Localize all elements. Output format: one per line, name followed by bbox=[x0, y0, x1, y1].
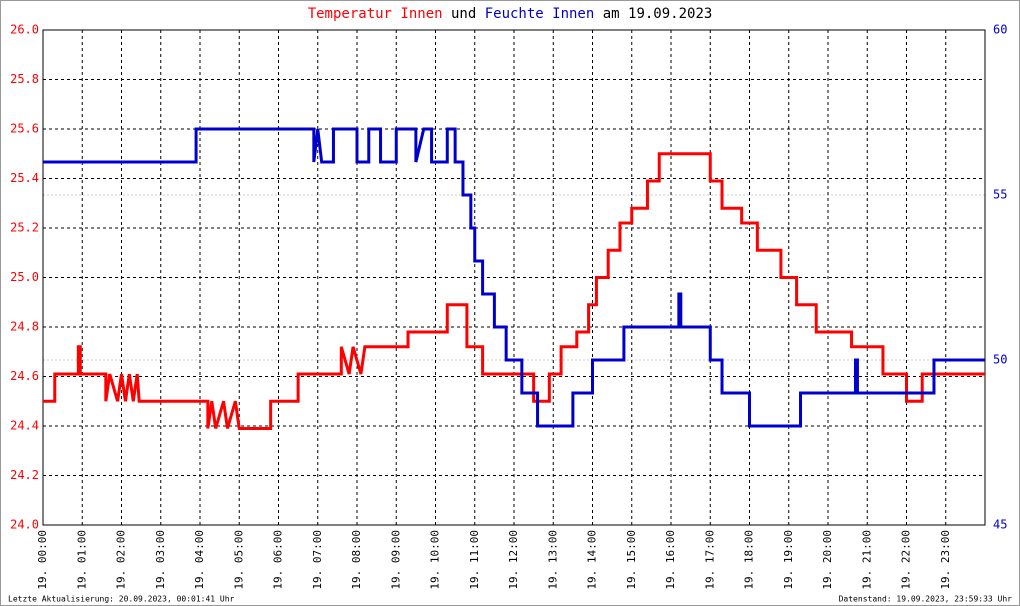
title-part: und bbox=[451, 6, 476, 22]
y2-tick-label: 60 bbox=[993, 23, 1007, 37]
series-line bbox=[43, 127, 985, 428]
x-tick-label: 19. 22:00 bbox=[900, 530, 913, 590]
y-tick-label: 26.0 bbox=[10, 23, 39, 37]
y-tick-label: 25.2 bbox=[10, 221, 39, 235]
x-tick-label: 19. 17:00 bbox=[703, 530, 716, 590]
x-tick-label: 19. 08:00 bbox=[350, 530, 363, 590]
x-tick-label: 19. 23:00 bbox=[939, 530, 952, 590]
x-tick-label: 19. 15:00 bbox=[625, 530, 638, 590]
x-tick-label: 19. 18:00 bbox=[743, 530, 756, 590]
x-tick-label: 19. 21:00 bbox=[860, 530, 873, 590]
y-tick-label: 24.4 bbox=[10, 419, 39, 433]
x-tick-label: 19. 01:00 bbox=[75, 530, 88, 590]
x-tick-label: 19. 20:00 bbox=[821, 530, 834, 590]
y-tick-label: 24.2 bbox=[10, 468, 39, 482]
x-tick-label: 19. 05:00 bbox=[232, 530, 245, 590]
y2-tick-label: 55 bbox=[993, 188, 1007, 202]
y-tick-label: 25.6 bbox=[10, 122, 39, 136]
footer-left: Letzte Aktualisierung: 20.09.2023, 00:01… bbox=[8, 595, 235, 604]
y-tick-label: 24.8 bbox=[10, 320, 39, 334]
y2-tick-label: 45 bbox=[993, 518, 1007, 532]
y-tick-label: 25.4 bbox=[10, 171, 39, 185]
x-tick-label: 19. 19:00 bbox=[782, 530, 795, 590]
x-tick-label: 19. 02:00 bbox=[115, 530, 128, 590]
footer-right: Datenstand: 19.09.2023, 23:59:33 Uhr bbox=[839, 595, 1013, 604]
title-part: am 19.09.2023 bbox=[603, 6, 713, 22]
x-tick-label: 19. 13:00 bbox=[546, 530, 559, 590]
x-tick-label: 19. 10:00 bbox=[429, 530, 442, 590]
x-tick-label: 19. 16:00 bbox=[664, 530, 677, 590]
x-tick-label: 19. 11:00 bbox=[468, 530, 481, 590]
y2-tick-label: 50 bbox=[993, 353, 1007, 367]
y-tick-label: 24.6 bbox=[10, 369, 39, 383]
plot-border bbox=[42, 29, 986, 526]
title-part: Temperatur Innen bbox=[308, 6, 443, 22]
y-tick-label: 24.0 bbox=[10, 518, 39, 532]
y-tick-label: 25.0 bbox=[10, 270, 39, 284]
title-part: Feuchte Innen bbox=[485, 6, 595, 22]
x-tick-label: 19. 03:00 bbox=[154, 530, 167, 590]
x-tick-label: 19. 14:00 bbox=[586, 530, 599, 590]
x-tick-label: 19. 07:00 bbox=[311, 530, 324, 590]
chart-title: Temperatur Innen und Feuchte Innen am 19… bbox=[308, 6, 713, 22]
y-tick-label: 25.8 bbox=[10, 72, 39, 86]
x-tick-label: 19. 12:00 bbox=[507, 530, 520, 590]
x-tick-label: 19. 06:00 bbox=[272, 530, 285, 590]
x-tick-label: 19. 04:00 bbox=[193, 530, 206, 590]
x-tick-label: 19. 09:00 bbox=[389, 530, 402, 590]
x-tick-label: 19. 00:00 bbox=[36, 530, 49, 590]
series-line bbox=[43, 152, 985, 430]
